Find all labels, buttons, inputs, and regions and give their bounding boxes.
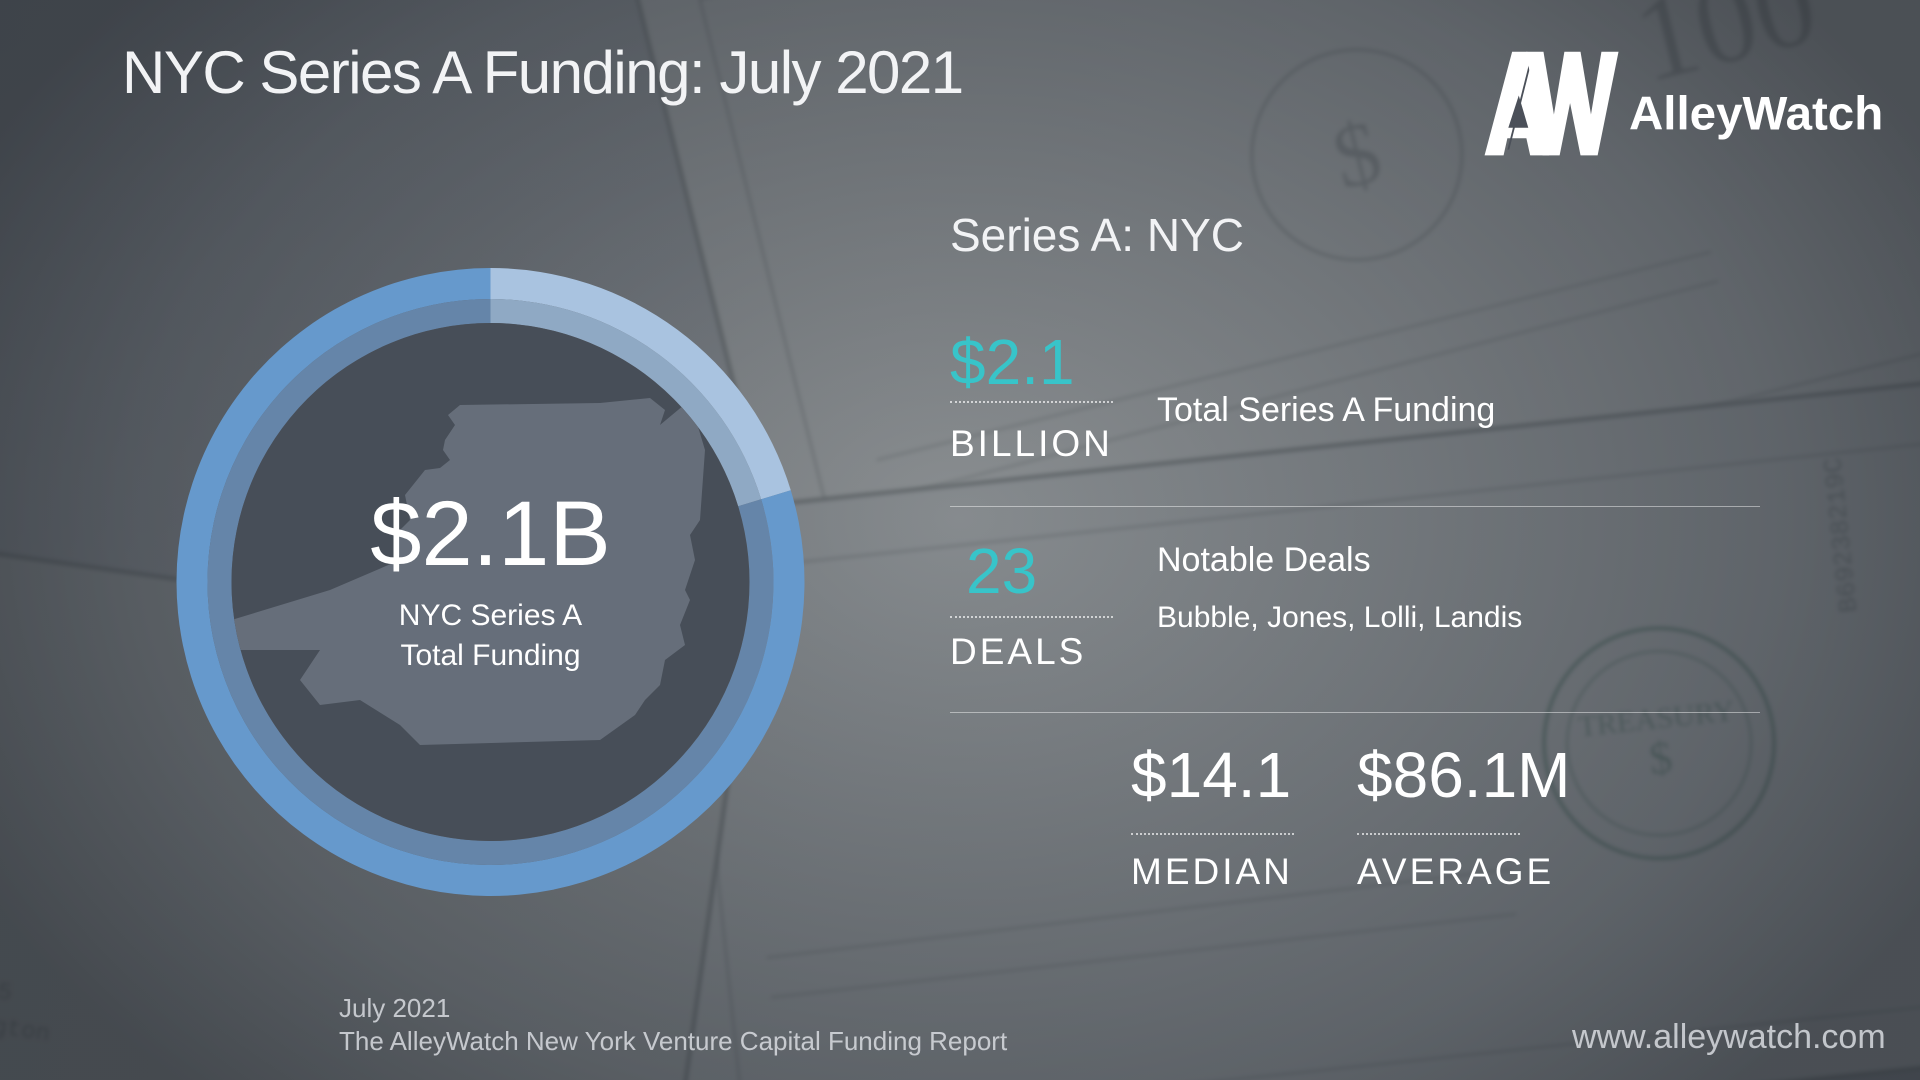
svg-text:NYC Series A: NYC Series A	[399, 599, 582, 632]
svg-text:Total Funding: Total Funding	[400, 639, 580, 672]
svg-text:$2.1B: $2.1B	[370, 483, 610, 585]
